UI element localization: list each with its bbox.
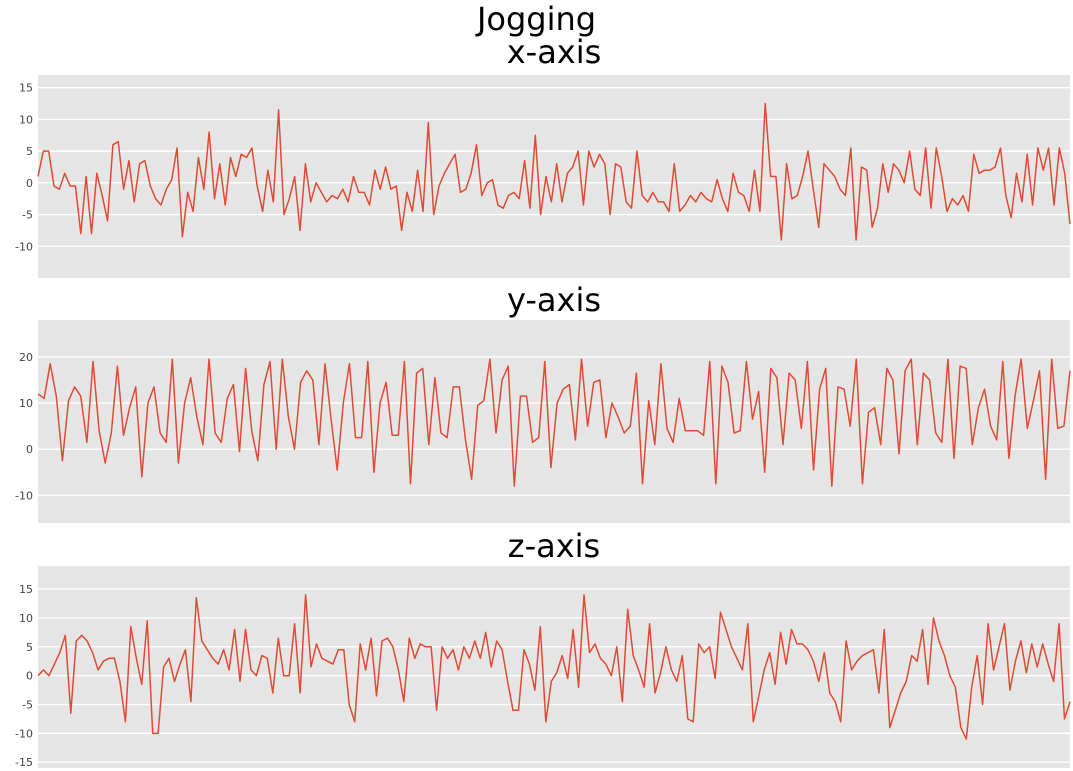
x-axis-series-line: [37, 102, 1071, 241]
z-axis-ytick-label: -5: [22, 699, 33, 712]
x-axis-plot-area: [38, 75, 1070, 278]
z-axis-series-line: [37, 594, 1071, 740]
z-axis-ytick-label: 5: [26, 641, 33, 654]
x-axis-ytick-label: 0: [26, 177, 33, 190]
y-axis-ytick-label: 20: [19, 351, 33, 364]
z-axis-plot-area: [38, 566, 1070, 768]
z-axis-panel-title: z-axis: [507, 527, 601, 565]
y-axis-panel-title: y-axis: [506, 281, 602, 319]
x-axis-ytick-label: 10: [19, 113, 33, 126]
y-axis-plot-area: [38, 320, 1070, 523]
y-axis-ytick-label: 0: [26, 443, 33, 456]
y-axis-ytick-label: 10: [19, 397, 33, 410]
z-axis-ytick-label: -15: [15, 756, 33, 769]
z-axis-ytick-label: 10: [19, 612, 33, 625]
x-axis-ytick-label: -5: [22, 209, 33, 222]
y-axis-ytick-label: -10: [15, 489, 33, 502]
y-axis-series-line: [37, 358, 1071, 487]
z-axis-ytick-label: 0: [26, 670, 33, 683]
x-axis-ytick-label: 5: [26, 145, 33, 158]
figure-title: Jogging: [476, 0, 597, 38]
x-axis-ytick-label: 15: [19, 82, 33, 95]
z-axis-ytick-label: 15: [19, 583, 33, 596]
x-axis-ytick-label: -10: [15, 240, 33, 253]
z-axis-ytick-label: -10: [15, 727, 33, 740]
x-axis-panel-title: x-axis: [506, 33, 602, 71]
